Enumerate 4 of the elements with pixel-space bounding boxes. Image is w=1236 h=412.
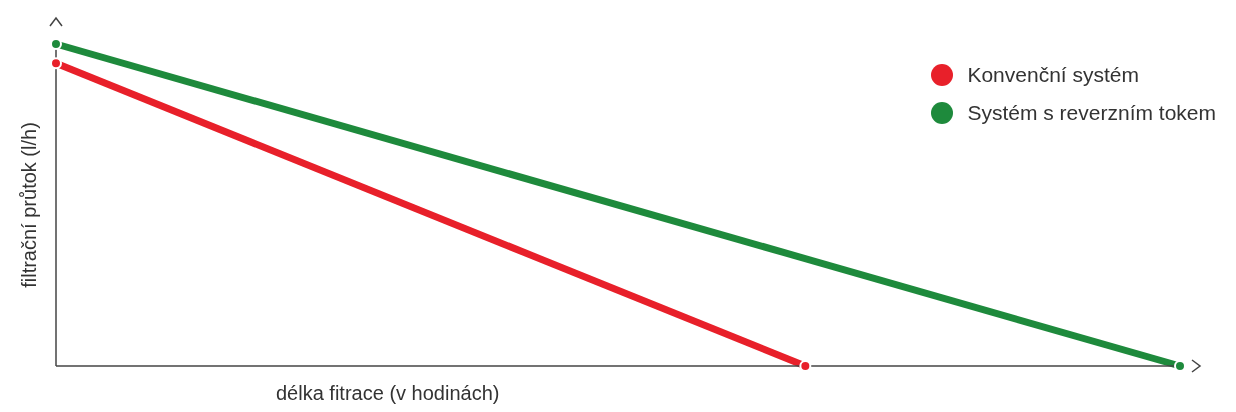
legend-label: Systém s reverzním tokem <box>967 101 1216 125</box>
legend-label: Konvenční systém <box>967 63 1140 87</box>
y-axis-title: filtrační průtok (l/h) <box>18 122 41 288</box>
x-axis-title: délka fitrace (v hodinách) <box>276 382 500 404</box>
